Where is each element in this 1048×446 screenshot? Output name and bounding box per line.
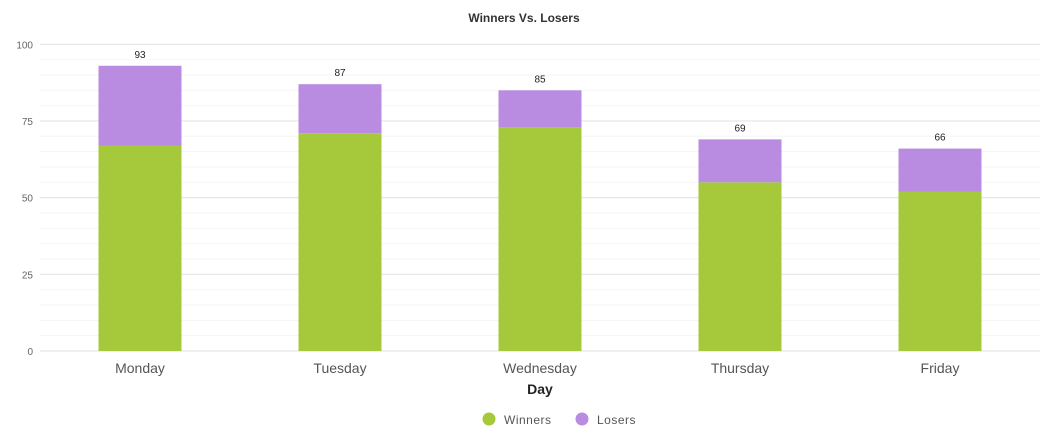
legend-marker-winners	[482, 412, 496, 426]
legend-label-winners: Winners	[504, 413, 552, 427]
bar-winners	[498, 127, 582, 351]
x-axis-label: Day	[527, 381, 553, 397]
chart-title: Winners Vs. Losers	[468, 11, 580, 25]
y-tick-label: 100	[16, 40, 33, 51]
data-label-total: 87	[334, 68, 346, 79]
bar-losers	[498, 90, 582, 128]
x-tick-label: Friday	[921, 360, 960, 376]
legend-marker-losers	[575, 412, 589, 426]
data-label-total: 69	[734, 123, 746, 134]
legend: Winners Losers	[482, 412, 636, 427]
x-tick-label: Monday	[115, 360, 165, 376]
bar-winners	[898, 191, 982, 351]
y-axis: 0 25 50 75 100	[16, 40, 33, 358]
x-axis: Monday Tuesday Wednesday Thursday Friday	[115, 360, 959, 376]
y-tick-label: 0	[27, 347, 33, 358]
bar-winners	[698, 182, 782, 351]
data-label-total: 66	[934, 133, 946, 144]
bar-winners	[98, 145, 182, 351]
data-label-total: 85	[534, 74, 546, 85]
bar-losers	[98, 65, 182, 146]
data-label-total: 93	[134, 50, 146, 61]
y-tick-label: 50	[22, 194, 34, 205]
bar-losers	[698, 139, 782, 183]
legend-label-losers: Losers	[597, 413, 636, 427]
x-tick-label: Tuesday	[313, 360, 366, 376]
y-tick-label: 75	[22, 117, 34, 128]
bar-losers	[298, 84, 382, 134]
bars: 93 87 85 69 66	[98, 50, 982, 351]
bar-losers	[898, 148, 982, 192]
y-tick-label: 25	[22, 270, 34, 281]
x-tick-label: Wednesday	[503, 360, 577, 376]
x-tick-label: Thursday	[711, 360, 769, 376]
bar-winners	[298, 133, 382, 351]
